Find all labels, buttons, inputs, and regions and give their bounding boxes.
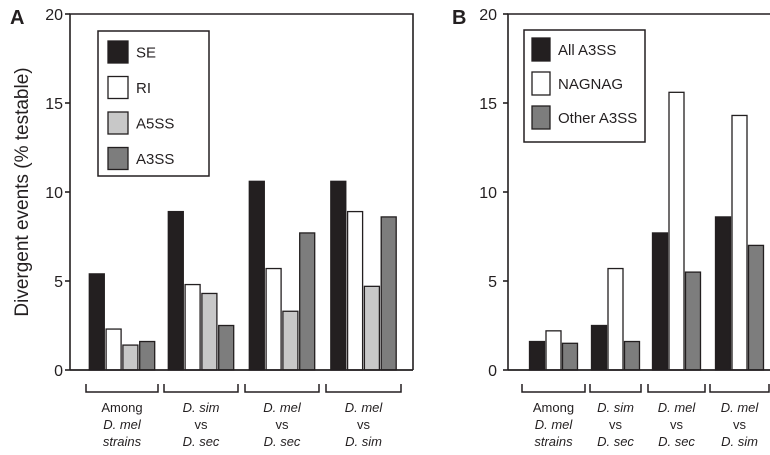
panel-b-letter: B xyxy=(452,7,466,29)
panel-a-letter: A xyxy=(10,7,24,29)
panel-a-legend-swatch xyxy=(107,111,129,135)
panel-b-bar xyxy=(684,271,702,371)
panel-b-category-label: vs xyxy=(670,417,684,432)
panel-a-bar xyxy=(122,344,139,371)
panel-a-bar xyxy=(299,232,316,371)
panel-b-bar xyxy=(590,324,608,371)
panel-a-category-bracket xyxy=(163,384,239,393)
panel-a-category-bracket xyxy=(85,384,159,393)
panel-a-bar xyxy=(380,216,397,371)
panel-b-ytick-label: 15 xyxy=(479,96,497,113)
panel-b-category-label: D. mel xyxy=(721,400,760,415)
panel-a-bar xyxy=(265,267,282,371)
panel-a-category-label: D. sec xyxy=(183,434,220,449)
panel-a-bar xyxy=(218,324,235,371)
panel-b-category-bracket xyxy=(589,384,642,393)
panel-a-bar xyxy=(184,283,201,371)
panel-b-category-label: strains xyxy=(534,434,573,449)
panel-b-category-bracket xyxy=(647,384,706,393)
panel-a-category-bracket xyxy=(325,384,402,393)
panel-b-legend-label: All A3SS xyxy=(558,42,616,59)
panel-a-bar xyxy=(139,340,156,371)
panel-b-ytick-label: 10 xyxy=(479,185,497,202)
panel-a-ytick-label: 10 xyxy=(45,185,63,202)
panel-a-bar xyxy=(282,310,299,371)
panel-a-category-label: D. mel xyxy=(263,400,302,415)
panel-b-category-bracket xyxy=(709,384,770,393)
panel-b-bar xyxy=(607,267,624,371)
panel-a-ytick-label: 15 xyxy=(45,96,63,113)
panel-b-category-label: vs xyxy=(609,417,623,432)
panel-a-ytick-label: 20 xyxy=(45,7,63,24)
panel-b-bar xyxy=(731,114,748,371)
panel-b-category-label: D. mel xyxy=(535,417,574,432)
panel-a-category-label: D. sim xyxy=(183,400,220,415)
panel-b-category-label: vs xyxy=(733,417,747,432)
panel-a-ytick-label: 0 xyxy=(54,363,63,380)
panel-a-legend-label: A5SS xyxy=(136,116,174,133)
panel-a-bar xyxy=(201,292,218,371)
panel-a-category-label: D. sec xyxy=(264,434,301,449)
panel-b-legend-label: NAGNAG xyxy=(558,76,623,93)
panel-a-bar xyxy=(248,180,265,371)
panel-b-category-label: D. sec xyxy=(658,434,695,449)
panel-b-ytick-label: 5 xyxy=(488,274,497,291)
panel-a-category-label: vs xyxy=(357,417,371,432)
panel-a-ylabel: Divergent events (% testable) xyxy=(12,67,33,316)
panel-a-legend-label: SE xyxy=(136,45,156,62)
panel-b-category-label: D. sec xyxy=(597,434,634,449)
panel-a-legend-swatch xyxy=(107,75,129,100)
panel-b-bar xyxy=(623,340,641,371)
panel-a-category-label: strains xyxy=(103,434,142,449)
panel-b-bar xyxy=(651,232,669,371)
panel-a-category-label: D. mel xyxy=(345,400,384,415)
panel-b-category-bracket xyxy=(521,384,586,393)
panel-a-category-label: Among xyxy=(101,400,142,415)
panel-a-category-label: vs xyxy=(276,417,290,432)
panel-b-bar xyxy=(714,216,732,371)
panel-a-bar xyxy=(167,210,184,371)
panel-b-category-label: D. sim xyxy=(597,400,634,415)
panel-a-category-label: D. mel xyxy=(103,417,142,432)
panel-b-legend-swatch xyxy=(531,71,551,96)
panel-b-ytick-label: 20 xyxy=(479,7,497,24)
panel-a-category-label: vs xyxy=(195,417,209,432)
panel-b-bar xyxy=(747,244,765,371)
panel-a-category-label: D. sim xyxy=(345,434,382,449)
panel-b-bar xyxy=(545,330,562,371)
panel-b-legend-swatch xyxy=(531,105,551,130)
panel-a-legend-swatch xyxy=(107,40,129,64)
panel-b-legend-swatch xyxy=(531,37,551,62)
panel-a-legend-label: A3SS xyxy=(136,151,174,168)
panel-b-ytick-label: 0 xyxy=(488,363,497,380)
panel-b-legend-label: Other A3SS xyxy=(558,110,637,127)
panel-a-bar xyxy=(330,180,347,371)
panel-a-legend-label: RI xyxy=(136,80,151,97)
panel-a-bar xyxy=(105,328,122,371)
panel-a-ytick-label: 5 xyxy=(54,274,63,291)
panel-a-bar xyxy=(346,210,364,371)
panel-b-category-label: Among xyxy=(533,400,574,415)
panel-a-bar xyxy=(363,285,381,371)
panel-a-legend-swatch xyxy=(107,146,129,171)
panel-b-bar xyxy=(561,342,579,371)
panel-b-category-label: D. mel xyxy=(658,400,697,415)
panel-b-category-label: D. sim xyxy=(721,434,758,449)
panel-a-bar xyxy=(88,273,105,371)
panel-a-category-bracket xyxy=(244,384,320,393)
panel-b-bar xyxy=(528,340,546,371)
panel-b-bar xyxy=(668,91,685,371)
